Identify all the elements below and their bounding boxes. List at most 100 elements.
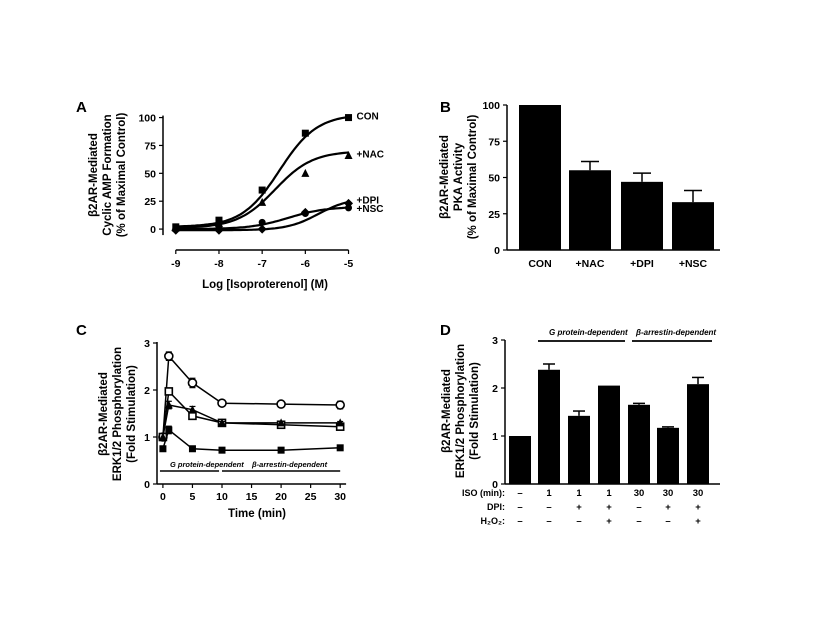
panel-a-x-tick-label: -5	[344, 258, 353, 270]
panel-d-bar	[568, 415, 590, 484]
panel-a-ylabel-3: (% of Maximal Control)	[116, 113, 128, 238]
panel-c-series-line	[162, 354, 341, 438]
panel-c-data-point	[276, 399, 286, 409]
panel-label-c: C	[76, 322, 87, 339]
panel-c-y-tick-label: 3	[144, 338, 150, 350]
panel-c-data-point	[277, 418, 286, 427]
panel-d-erk-bar-chart: β2AR-Mediated ERK1/2 Phosphorylation (Fo…	[441, 328, 720, 527]
panel-c-data-point	[336, 418, 345, 427]
panel-d-row-cell: +	[665, 502, 671, 513]
panel-c-x-tick-label: 5	[190, 491, 196, 503]
panel-d-y-tick-label: 0	[492, 479, 498, 491]
panel-a-ylabel-2: Cyclic AMP Formation	[102, 114, 114, 235]
panel-b-y-tick-label: 50	[488, 173, 500, 185]
panel-c-y-tick-label: 0	[144, 479, 150, 491]
panel-c-ylabel-3: (Fold Stimulation)	[126, 365, 138, 463]
panel-d-row-cell: –	[576, 516, 581, 527]
panel-b-y-tick-label: 100	[482, 100, 500, 112]
panel-c-y-tick-label: 2	[144, 385, 150, 397]
panel-d-ylabel-2: ERK1/2 Phosphorylation	[455, 344, 467, 478]
panel-a-y-tick-label: 50	[144, 168, 156, 180]
panel-d-row-cell: –	[546, 516, 551, 527]
panel-a-data-point	[344, 150, 353, 159]
panel-a-data-point	[258, 218, 266, 226]
panel-d-row-cell: +	[695, 502, 701, 513]
panel-a-series-label: +DPI	[357, 195, 380, 206]
panel-d-row-cell: +	[695, 516, 701, 527]
panel-d-ylabel-3: (Fold Stimulation)	[469, 362, 481, 460]
panel-d-bar	[628, 404, 650, 484]
panel-a-y-tick-label: 100	[138, 113, 156, 125]
panel-c-series-line	[162, 404, 341, 438]
panel-a-cyclic-amp-chart: β2AR-Mediated Cyclic AMP Formation (% of…	[88, 112, 384, 291]
panel-c-data-point	[188, 405, 197, 414]
panel-d-bar	[687, 384, 709, 484]
panel-a-x-tick-label: -9	[171, 258, 180, 270]
panel-d-y-tick-label: 2	[492, 383, 498, 395]
panel-a-data-point	[345, 114, 353, 122]
panel-label-b: B	[440, 99, 451, 116]
panel-b-category-label: CON	[528, 258, 551, 270]
panel-a-data-point	[258, 197, 267, 206]
panel-a-y-tick-label: 0	[150, 224, 156, 236]
panel-c-x-tick-label: 25	[305, 491, 317, 503]
panel-a-y-tick-label: 75	[144, 140, 156, 152]
panel-b-bar	[569, 170, 611, 250]
panel-d-annotation-arrestin: β-arrestin-dependent	[635, 328, 716, 337]
panel-c-data-point	[187, 378, 198, 388]
panel-c-annotation-arrestin: β-arrestin-dependent	[251, 460, 328, 469]
panel-c-data-point	[188, 445, 196, 453]
panel-c-data-point	[277, 446, 285, 454]
panel-b-y-tick-label: 25	[488, 209, 500, 221]
panel-d-row-cell: 30	[634, 488, 645, 499]
panel-c-x-tick-label: 10	[216, 491, 228, 503]
panel-d-row-cell: 1	[546, 488, 552, 499]
panel-label-a: A	[76, 99, 87, 116]
panel-c-annotation-g-protein: G protein-dependent	[170, 460, 244, 469]
panel-d-bar	[509, 436, 531, 484]
panel-a-series-label: +NSC	[357, 204, 384, 215]
panel-c-data-point	[217, 398, 227, 408]
panel-d-row-label: DPI:	[487, 502, 505, 512]
panel-d-bar	[657, 427, 679, 484]
panel-a-data-point	[257, 224, 267, 234]
panel-a-x-tick-label: -7	[257, 258, 266, 270]
panel-c-ylabel-2: ERK1/2 Phosphorylation	[112, 347, 124, 481]
panel-b-category-label: +DPI	[630, 258, 654, 270]
panel-c-x-tick-label: 0	[160, 491, 166, 503]
panel-c-data-point	[164, 351, 174, 361]
panel-c-data-point	[218, 446, 226, 454]
panel-d-row-cell: –	[665, 516, 670, 527]
panel-a-x-tick-label: -8	[214, 258, 223, 270]
panel-d-row-cell: –	[636, 502, 641, 513]
panel-d-row-cell: 30	[693, 488, 704, 499]
panel-a-data-point	[301, 209, 309, 217]
panel-a-series-label: CON	[357, 112, 379, 123]
panel-a-x-tick-label: -6	[301, 258, 310, 270]
panel-a-data-point	[172, 225, 180, 233]
panel-d-row-cell: 30	[663, 488, 674, 499]
panel-c-y-tick-label: 1	[144, 432, 150, 444]
panel-a-series-label: +NAC	[357, 149, 385, 160]
panel-d-bar	[538, 369, 560, 484]
panel-c-series-line	[162, 389, 341, 438]
panel-a-ylabel-1: β2AR-Mediated	[88, 133, 100, 217]
panel-a-data-point	[258, 186, 266, 194]
panel-c-data-point	[164, 387, 174, 396]
panel-a-data-point	[301, 168, 310, 177]
panel-b-ylabel-1: β2AR-Mediated	[439, 135, 451, 219]
panel-b-category-label: +NSC	[679, 258, 708, 270]
panel-d-row-cell: –	[517, 502, 522, 513]
panel-d-row-cell: 1	[576, 488, 582, 499]
panel-c-data-point	[158, 432, 167, 441]
panel-b-category-label: +NAC	[576, 258, 605, 270]
panel-c-erk-time-chart: β2AR-Mediated ERK1/2 Phosphorylation (Fo…	[98, 338, 346, 520]
panel-a-y-tick-label: 25	[144, 196, 156, 208]
panel-c-data-point	[335, 400, 345, 410]
panel-c-data-point	[218, 418, 226, 427]
panel-c-ylabel-1: β2AR-Mediated	[98, 372, 110, 456]
panel-d-row-cell: +	[606, 502, 612, 513]
panel-a-series-line	[175, 115, 349, 228]
panel-label-d: D	[440, 322, 451, 339]
